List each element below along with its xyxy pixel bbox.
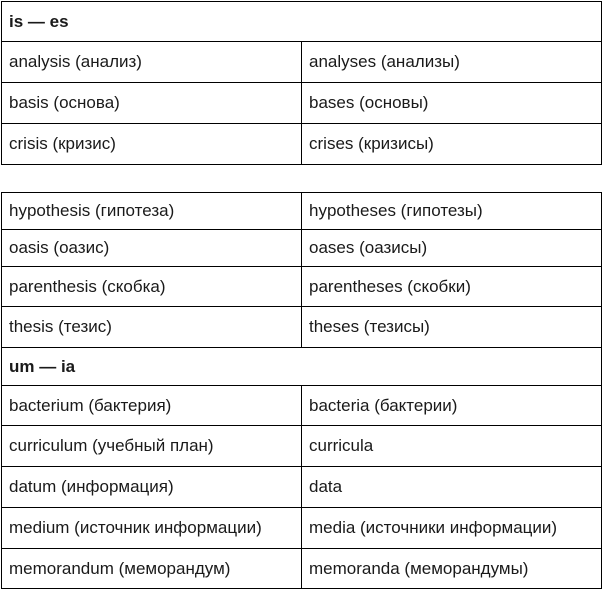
plural-cell: theses (тезисы) (301, 306, 602, 348)
plural-cell: data (301, 466, 602, 508)
table-row: bacterium (бактерия) bacteria (бактерии) (1, 385, 602, 426)
word-table-continued: hypothesis (гипотеза) hypotheses (гипоте… (1, 192, 602, 589)
table-row: analysis (анализ) analyses (анализы) (1, 41, 603, 83)
singular-cell: hypothesis (гипотеза) (1, 192, 302, 230)
table-row: oasis (оазис) oases (оазисы) (1, 229, 602, 267)
table-row: datum (информация) data (1, 466, 602, 508)
plural-cell: media (источники информации) (301, 507, 602, 549)
table-row: memorandum (меморандум) memoranda (мемор… (1, 548, 602, 589)
table-row: crisis (кризис) crises (кризисы) (1, 123, 603, 165)
plural-cell: analyses (анализы) (300, 41, 603, 83)
singular-cell: bacterium (бактерия) (1, 385, 302, 426)
plural-cell: oases (оазисы) (301, 229, 602, 267)
section-header-um-ia: um — ia (1, 347, 602, 386)
section-header-is-es: is — es (0, 1, 603, 42)
singular-cell: curriculum (учебный план) (1, 425, 302, 467)
table-header-row: um — ia (1, 347, 602, 386)
singular-cell: parenthesis (скобка) (1, 266, 302, 307)
table-row: hypothesis (гипотеза) hypotheses (гипоте… (1, 192, 602, 230)
singular-cell: thesis (тезис) (1, 306, 302, 348)
plural-cell: hypotheses (гипотезы) (301, 192, 602, 230)
singular-cell: crisis (кризис) (1, 123, 302, 165)
singular-cell: basis (основа) (1, 82, 302, 124)
table-row: basis (основа) bases (основы) (1, 82, 603, 124)
singular-cell: analysis (анализ) (1, 41, 302, 83)
singular-cell: memorandum (меморандум) (1, 548, 302, 589)
singular-cell: oasis (оазис) (1, 229, 302, 267)
table-row: parenthesis (скобка) parentheses (скобки… (1, 266, 602, 307)
plural-cell: bases (основы) (300, 82, 603, 124)
table-header-row: is — es (0, 1, 603, 42)
word-table-is-es: is — es analysis (анализ) analyses (анал… (0, 1, 603, 165)
plural-cell: bacteria (бактерии) (301, 385, 602, 426)
plural-cell: parentheses (скобки) (301, 266, 602, 307)
plural-cell: memoranda (меморандумы) (301, 548, 602, 589)
table-row: medium (источник информации) media (исто… (1, 507, 602, 549)
singular-cell: datum (информация) (1, 466, 302, 508)
table-row: curriculum (учебный план) curricula (1, 425, 602, 467)
singular-cell: medium (источник информации) (1, 507, 302, 549)
plural-cell: crises (кризисы) (300, 123, 603, 165)
plural-cell: curricula (301, 425, 602, 467)
table-row: thesis (тезис) theses (тезисы) (1, 306, 602, 348)
